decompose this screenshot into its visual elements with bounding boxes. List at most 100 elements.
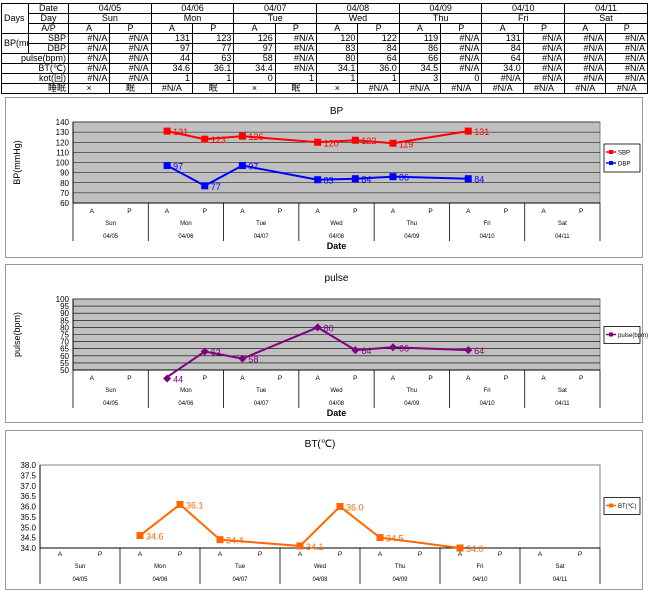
x-category-label: P <box>178 551 182 558</box>
data-label: 122 <box>361 136 376 146</box>
legend-box <box>603 326 641 344</box>
y-tick-label: 90 <box>60 309 69 318</box>
data-point-marker <box>351 346 360 355</box>
date-cell: 04/05 <box>68 3 152 14</box>
data-point-marker <box>201 182 209 190</box>
vitals-table: Days Date 04/05 04/06 04/07 04/08 04/09 04/10 04… <box>1 3 648 94</box>
data-point-marker <box>464 175 472 183</box>
y-tick-label: 100 <box>56 159 70 168</box>
x-category-label: P <box>278 375 282 382</box>
data-point-marker <box>163 374 172 383</box>
data-point-marker <box>314 138 322 146</box>
y-tick-label: 34.5 <box>20 534 36 543</box>
x-category-label: P <box>353 375 357 382</box>
sleep-value-cell: × <box>67 83 111 94</box>
row-label-bp: BP(mmHg) <box>1 33 29 54</box>
ap-cell: P <box>357 23 400 34</box>
row-label-ap: A/P <box>28 23 69 34</box>
data-label: 131 <box>474 127 489 137</box>
x-category-label: A <box>391 375 396 382</box>
dbp-value-cell: #N/A <box>109 43 152 54</box>
x-day-label: Tue <box>235 564 246 570</box>
x-day-label: Wed <box>330 388 342 394</box>
chart-title: BP <box>330 106 344 117</box>
kot-value-cell: 1 <box>357 73 400 84</box>
day-cell: Thu <box>398 13 483 24</box>
y-tick-label: 60 <box>60 199 69 208</box>
x-category-label: A <box>538 551 543 558</box>
data-label: 66 <box>399 343 409 353</box>
sbp-value-cell: 131 <box>481 33 524 44</box>
sleep-value-cell: 眠 <box>109 83 152 94</box>
day-cell: Sat <box>564 13 648 24</box>
date-cell: 04/10 <box>481 3 566 14</box>
x-category-label: A <box>90 208 95 215</box>
dbp-value-cell: #N/A <box>440 43 483 54</box>
kot-value-cell: 1 <box>192 73 235 84</box>
sbp-value-cell: 122 <box>357 33 400 44</box>
x-date-label: 04/07 <box>254 234 270 240</box>
day-cell: Wed <box>316 13 400 24</box>
sleep-value-cell: 眠 <box>192 83 235 94</box>
y-tick-label: 55 <box>60 359 69 368</box>
data-point-marker <box>176 500 184 508</box>
x-date-label: 04/11 <box>553 577 568 583</box>
legend-box <box>603 143 641 173</box>
x-date-label: 04/10 <box>480 401 496 407</box>
y-tick-label: 35.5 <box>20 513 36 522</box>
data-point-marker <box>389 139 397 147</box>
pulse-value-cell: #N/A <box>109 53 152 64</box>
sleep-value-cell: × <box>233 83 276 94</box>
row-label-kot: kot(回) <box>1 73 69 84</box>
x-day-label: Fri <box>477 564 484 570</box>
pulse-value-cell: 80 <box>316 53 359 64</box>
legend-swatch-marker <box>609 161 613 165</box>
bt-value-cell: #N/A <box>564 63 607 74</box>
y-tick-label: 65 <box>60 345 69 354</box>
y-tick-label: 85 <box>60 316 69 325</box>
data-label: 64 <box>474 346 484 356</box>
x-date-label: 04/07 <box>254 401 270 407</box>
row-label-pulse: pulse(bpm) <box>1 53 69 64</box>
x-category-label: A <box>218 551 223 558</box>
sbp-value-cell: 119 <box>398 33 442 44</box>
row-label-sleep: 睡眠 <box>1 83 69 94</box>
ap-cell: P <box>192 23 235 34</box>
pulse-value-cell: 63 <box>192 53 235 64</box>
x-category-label: A <box>378 551 383 558</box>
sbp-value-cell: #N/A <box>605 33 648 44</box>
date-cell: 04/09 <box>398 3 483 14</box>
x-day-label: Mon <box>180 221 192 227</box>
x-day-label: Fri <box>484 388 491 394</box>
row-label-date: Date <box>28 3 69 14</box>
bt-value-cell: 36.1 <box>192 63 235 74</box>
ap-cell: P <box>522 23 566 34</box>
data-label: 58 <box>248 355 258 365</box>
data-point-marker <box>314 176 322 184</box>
x-category-label: P <box>504 375 508 382</box>
bt-value-cell: #N/A <box>274 63 318 74</box>
data-point-marker <box>238 162 246 170</box>
x-date-label: 04/08 <box>329 401 345 407</box>
day-cell: Fri <box>481 13 566 24</box>
y-tick-label: 50 <box>60 366 69 375</box>
ap-cell: A <box>481 23 524 34</box>
y-tick-label: 70 <box>60 189 69 198</box>
sleep-value-cell: #N/A <box>564 83 607 94</box>
kot-value-cell: 3 <box>398 73 442 84</box>
data-label: 80 <box>324 323 334 333</box>
sleep-value-cell: #N/A <box>398 83 442 94</box>
data-point-marker <box>351 175 359 183</box>
y-tick-label: 80 <box>60 179 69 188</box>
ap-cell: P <box>109 23 152 34</box>
x-category-label: P <box>127 208 131 215</box>
y-tick-label: 140 <box>56 118 70 127</box>
sbp-value-cell: #N/A <box>67 33 111 44</box>
data-label: 34.1 <box>306 542 324 552</box>
dbp-value-cell: #N/A <box>274 43 318 54</box>
data-label: 120 <box>324 138 339 148</box>
day-cell: Sun <box>68 13 152 24</box>
legend-swatch-marker <box>609 150 613 154</box>
x-date-label: 04/07 <box>232 577 248 583</box>
y-tick-label: 35.0 <box>20 523 36 532</box>
